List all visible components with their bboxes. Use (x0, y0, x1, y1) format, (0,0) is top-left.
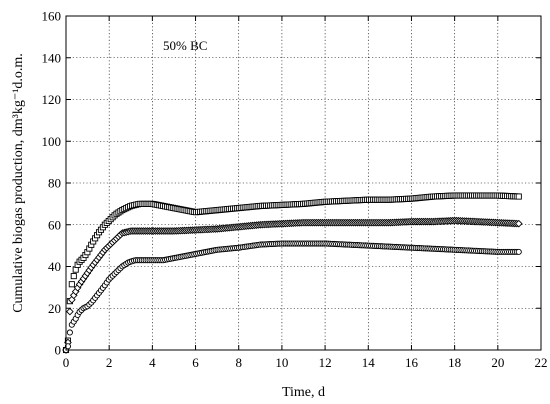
y-tick-label: 160 (42, 9, 62, 24)
annotation-label: 50% BC (163, 38, 207, 53)
data-point-circle (515, 248, 522, 255)
x-tick-label: 20 (491, 355, 504, 370)
x-tick-label: 4 (149, 355, 156, 370)
y-tick-label: 40 (48, 259, 61, 274)
y-tick-label: 80 (48, 176, 61, 191)
y-tick-label: 120 (42, 92, 62, 107)
y-tick-label: 0 (55, 343, 62, 358)
x-tick-label: 18 (448, 355, 461, 370)
y-tick-label: 60 (48, 217, 61, 232)
series-square (62, 192, 522, 354)
x-tick-label: 16 (405, 355, 419, 370)
data-point-square (68, 281, 75, 288)
x-tick-label: 14 (362, 355, 376, 370)
y-tick-label: 20 (48, 301, 61, 316)
series-circle (62, 240, 522, 354)
ticks: 0 2 4 6 8 10 12 14 16 18 20 22 0 20 40 60 80 100 120 140 160 (42, 9, 548, 371)
data-point-circle (64, 343, 71, 350)
data-point-square (515, 193, 522, 200)
x-tick-label: 22 (535, 355, 548, 370)
x-tick-label: 6 (192, 355, 199, 370)
y-tick-label: 100 (42, 134, 62, 149)
x-axis-title: Time, d (282, 385, 325, 400)
x-tick-label: 0 (63, 355, 70, 370)
grid (66, 16, 541, 350)
plot-frame (65, 15, 542, 351)
x-tick-label: 2 (106, 355, 113, 370)
data-point-diamond (66, 307, 74, 316)
data-point-diamond (514, 219, 523, 228)
x-tick-label: 12 (319, 355, 332, 370)
x-tick-label: 10 (275, 355, 288, 370)
x-tick-label: 8 (235, 355, 242, 370)
data-point-square (70, 273, 77, 280)
series-diamond (62, 216, 523, 354)
data-point-circle (66, 329, 73, 336)
data-layer (62, 192, 523, 354)
y-axis-title: Cumulative biogas production, dm³kg⁻¹d.o… (11, 53, 26, 313)
y-tick-label: 140 (42, 50, 62, 65)
